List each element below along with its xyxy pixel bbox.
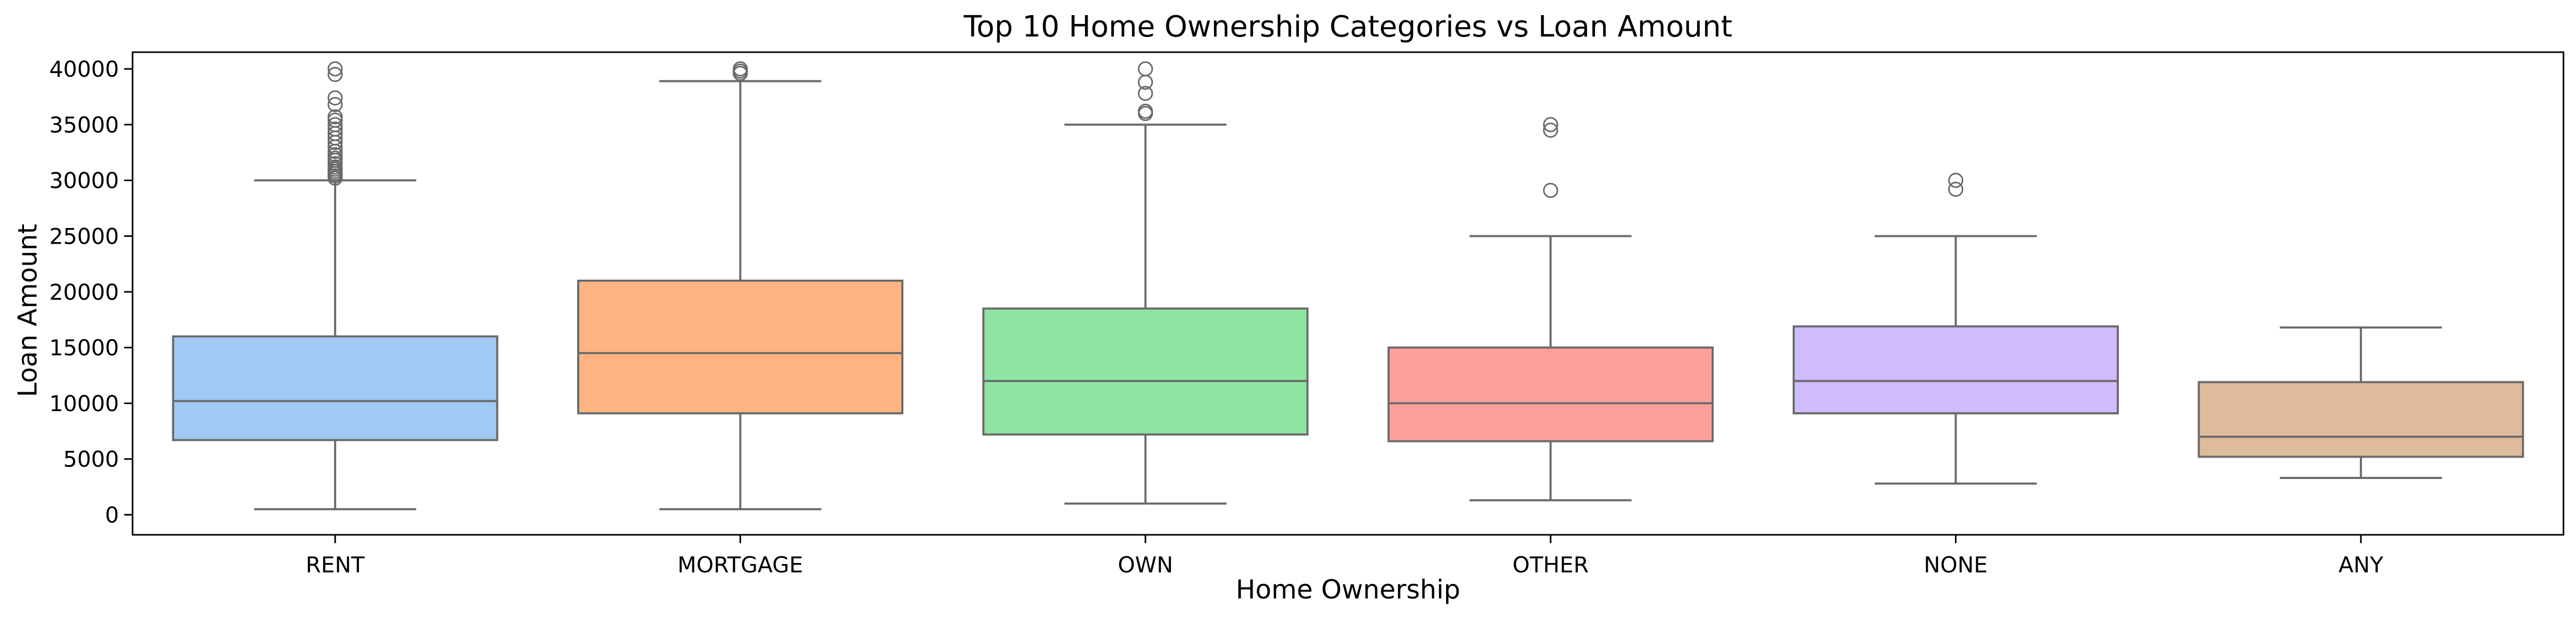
y-tick-label: 15000 (49, 335, 119, 361)
box-other (1387, 346, 1714, 442)
outlier-point (733, 61, 748, 77)
outlier-point (1543, 183, 1558, 198)
outlier-point (1948, 182, 1963, 197)
box-own (982, 307, 1309, 436)
y-tick-label: 0 (105, 502, 119, 528)
outlier-point (1543, 123, 1558, 138)
y-tick-label: 10000 (49, 391, 119, 416)
outlier-point (1543, 117, 1558, 133)
outlier-point (327, 90, 343, 106)
x-tick-label: ANY (2339, 552, 2383, 578)
y-axis-label: Loan Amount (13, 224, 43, 397)
x-tick-label: OWN (1118, 552, 1173, 578)
y-tick-label: 25000 (49, 223, 119, 249)
box-mortgage (577, 279, 904, 415)
box-rent (172, 335, 498, 441)
outlier-point (327, 97, 343, 112)
x-tick-label: OTHER (1512, 552, 1589, 578)
box-none (1792, 325, 2119, 415)
y-tick-label: 40000 (49, 56, 119, 82)
x-tick-label: RENT (306, 552, 365, 578)
x-axis-label: Home Ownership (1236, 574, 1460, 605)
outlier-point (1948, 173, 1963, 188)
outlier-point (327, 67, 343, 82)
y-tick-label: 5000 (63, 447, 119, 472)
y-tick-label: 20000 (49, 279, 119, 305)
outlier-point (1138, 86, 1153, 101)
outlier-point (327, 109, 343, 125)
outlier-point (1138, 61, 1153, 77)
y-tick-label: 30000 (49, 168, 119, 194)
outlier-point (327, 61, 343, 77)
outlier-point (327, 121, 343, 137)
outlier-point (327, 117, 343, 133)
plot-frame (132, 51, 2565, 536)
outlier-point (1138, 103, 1153, 119)
chart-title: Top 10 Home Ownership Categories vs Loan… (963, 10, 1733, 44)
box-any (2198, 381, 2524, 458)
x-tick-label: NONE (1924, 552, 1987, 578)
x-tick-label: MORTGAGE (677, 552, 803, 578)
y-tick-label: 35000 (49, 112, 119, 138)
plot-area: 0 5000 10000 15000 20000 25000 30000 35000 40000… (49, 56, 2524, 578)
